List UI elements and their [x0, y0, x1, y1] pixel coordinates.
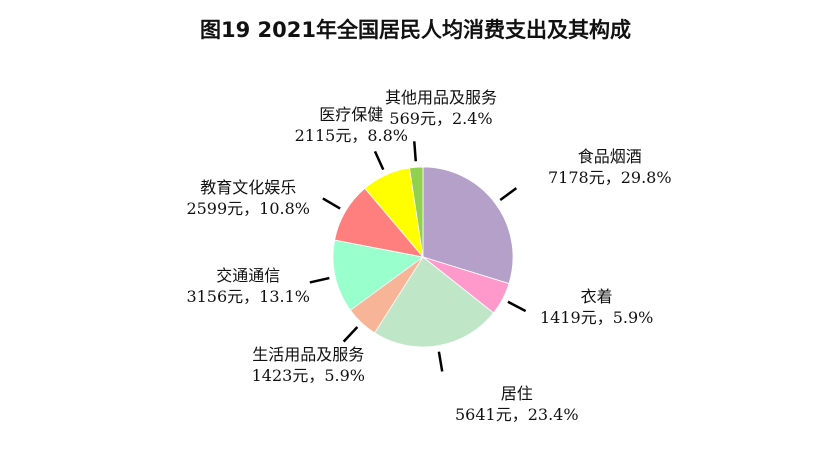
slice-label: 衣着 1419元，5.9%: [540, 286, 653, 328]
slice-value: 3156元，13.1%: [186, 287, 310, 306]
slice-value: 7178元，29.8%: [548, 168, 672, 187]
leader-line: [437, 351, 444, 372]
chart-title: 图19 2021年全国居民人均消费支出及其构成: [200, 18, 631, 42]
pie-slice: [374, 256, 495, 348]
slice-name: 食品烟酒: [577, 147, 642, 166]
slice-value: 569元，2.4%: [389, 109, 493, 128]
leader-line: [322, 197, 341, 210]
leader-line: [342, 326, 359, 343]
leader-line: [373, 150, 385, 171]
pie-slice: [332, 239, 424, 311]
slice-label: 食品烟酒 7178元，29.8%: [548, 146, 672, 188]
slice-label: 其他用品及服务 569元，2.4%: [385, 87, 497, 129]
slice-name: 衣着: [580, 287, 613, 306]
pie-slice: [422, 166, 514, 285]
slice-name: 交通通信: [216, 266, 281, 285]
slice-value: 1419元，5.9%: [540, 308, 654, 327]
leader-line: [499, 187, 518, 202]
pie-slice: [409, 166, 424, 258]
slice-value: 2115元，8.8%: [294, 126, 408, 145]
slice-label: 生活用品及服务 1423元，5.9%: [252, 344, 365, 386]
slice-label: 医疗保健 2115元，8.8%: [295, 104, 408, 146]
slice-value: 2599元，10.8%: [186, 199, 310, 218]
slice-name: 其他用品及服务: [385, 88, 498, 107]
leader-line: [309, 276, 330, 284]
leader-line: [413, 141, 418, 162]
slice-label: 教育文化娱乐 2599元，10.8%: [186, 177, 310, 219]
slice-value: 5641元，23.4%: [455, 405, 579, 424]
slice-value: 1423元，5.9%: [251, 366, 365, 385]
leader-line: [507, 300, 527, 313]
slice-name: 居住: [500, 384, 533, 403]
slice-label: 交通通信 3156元，13.1%: [186, 265, 310, 307]
slice-label: 居住 5641元，23.4%: [455, 383, 579, 425]
slice-name: 教育文化娱乐: [200, 178, 297, 197]
slice-name: 医疗保健: [319, 105, 384, 124]
slice-name: 生活用品及服务: [252, 345, 365, 364]
